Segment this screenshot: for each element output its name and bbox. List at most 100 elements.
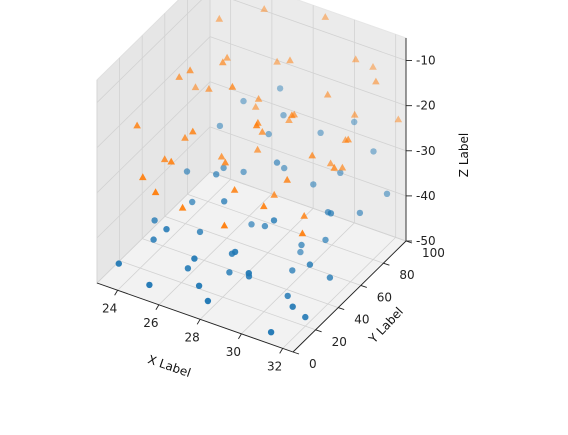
- z-grid-left: [96, 81, 211, 194]
- y-tick: [383, 262, 390, 266]
- z-tick-label: -10: [416, 54, 436, 68]
- triangle-point: [273, 57, 281, 65]
- circle-point: [310, 181, 317, 188]
- circle-point: [370, 148, 377, 155]
- z-grid-back: [209, 171, 407, 242]
- z-grid-back: [209, 81, 407, 152]
- triangle-point: [260, 5, 268, 12]
- y-tick-label: 40: [354, 313, 369, 327]
- circle-point: [184, 265, 192, 272]
- triangle-point: [351, 55, 360, 63]
- x-grid-floor: [117, 178, 231, 291]
- x-tick-label: 30: [226, 345, 241, 359]
- circle-point: [270, 217, 278, 224]
- triangle-point: [205, 85, 213, 92]
- triangle-point: [350, 110, 359, 118]
- circle-point: [216, 122, 224, 130]
- triangle-point: [298, 229, 307, 237]
- triangle-point: [253, 145, 262, 153]
- circle-point: [115, 260, 123, 267]
- y-tick-label: 60: [377, 290, 392, 304]
- circle-point: [248, 221, 255, 228]
- x-axis-label: X Label: [146, 352, 193, 380]
- y-tick: [315, 329, 322, 333]
- y-tick-label: 80: [399, 268, 414, 282]
- x-grid-floor: [158, 193, 273, 306]
- circle-point: [261, 222, 269, 230]
- z-tick-label: -20: [416, 99, 436, 113]
- circle-point: [302, 313, 309, 321]
- axes-panes: [96, 0, 407, 353]
- triangle-point: [221, 158, 230, 166]
- z-grid-back: [209, 36, 407, 107]
- triangle-point: [308, 151, 316, 159]
- x-tick-label: 24: [102, 301, 117, 315]
- triangle-point: [372, 77, 380, 85]
- circle-point: [146, 281, 153, 289]
- circle-point: [204, 297, 212, 305]
- triangle-point: [288, 111, 296, 119]
- circle-point: [221, 198, 228, 205]
- circle-point: [284, 292, 291, 300]
- x-tick-label: 32: [267, 359, 282, 373]
- y-tick-label: 20: [332, 335, 347, 349]
- z-tick-label: -30: [416, 144, 436, 158]
- circle-point: [231, 248, 239, 256]
- x-tick-label: 28: [185, 330, 200, 344]
- circle-point: [356, 209, 364, 217]
- circle-point: [322, 236, 329, 244]
- triangle-point: [270, 190, 278, 198]
- y-axis-line: [292, 240, 407, 353]
- circle-point: [280, 112, 287, 119]
- x-tick: [238, 333, 242, 340]
- z-grid-left: [96, 36, 211, 148]
- triangle-point: [160, 155, 169, 163]
- triangle-point: [321, 13, 330, 20]
- triangle-point: [252, 121, 261, 129]
- circle-point: [351, 118, 358, 126]
- triangle-point: [167, 157, 175, 165]
- triangle-point: [133, 121, 141, 129]
- triangle-point: [191, 83, 200, 91]
- circle-point: [240, 97, 247, 105]
- x-tick: [155, 304, 160, 311]
- y-grid-floor: [164, 216, 361, 286]
- triangle-point: [215, 14, 224, 22]
- triangle-point: [323, 90, 332, 98]
- triangle-point: [283, 175, 291, 183]
- triangle-point: [326, 159, 335, 167]
- triangle-point: [258, 128, 267, 135]
- triangle-point: [300, 212, 308, 219]
- circle-point: [265, 130, 272, 138]
- y-grid-floor: [142, 238, 339, 308]
- circle-point: [245, 270, 252, 277]
- circle-point: [183, 168, 191, 175]
- x-grid-floor: [199, 208, 314, 320]
- y-tick: [360, 284, 367, 288]
- circle-point: [306, 261, 314, 268]
- triangle-point: [330, 163, 339, 171]
- x-axis-line: [96, 282, 294, 353]
- z-axis-label: Z Label: [457, 133, 471, 177]
- x-tick: [114, 290, 119, 296]
- circle-point: [289, 303, 296, 310]
- circle-point: [298, 241, 305, 249]
- circle-point: [281, 164, 288, 172]
- y-tick: [338, 307, 345, 311]
- triangle-point: [217, 152, 226, 160]
- z-grid-left: [96, 0, 202, 103]
- triangle-point: [230, 186, 239, 193]
- circle-point: [150, 236, 157, 243]
- triangle-point: [228, 82, 237, 90]
- triangle-point: [285, 116, 293, 123]
- z-tick-label: -50: [416, 234, 436, 248]
- circle-point: [226, 269, 233, 276]
- triangle-point: [186, 66, 194, 74]
- circle-point: [297, 248, 304, 256]
- circle-point: [163, 226, 170, 233]
- circle-point: [289, 267, 296, 274]
- circle-point: [273, 159, 281, 166]
- x-tick-label: 26: [143, 316, 158, 330]
- circle-point: [337, 169, 344, 176]
